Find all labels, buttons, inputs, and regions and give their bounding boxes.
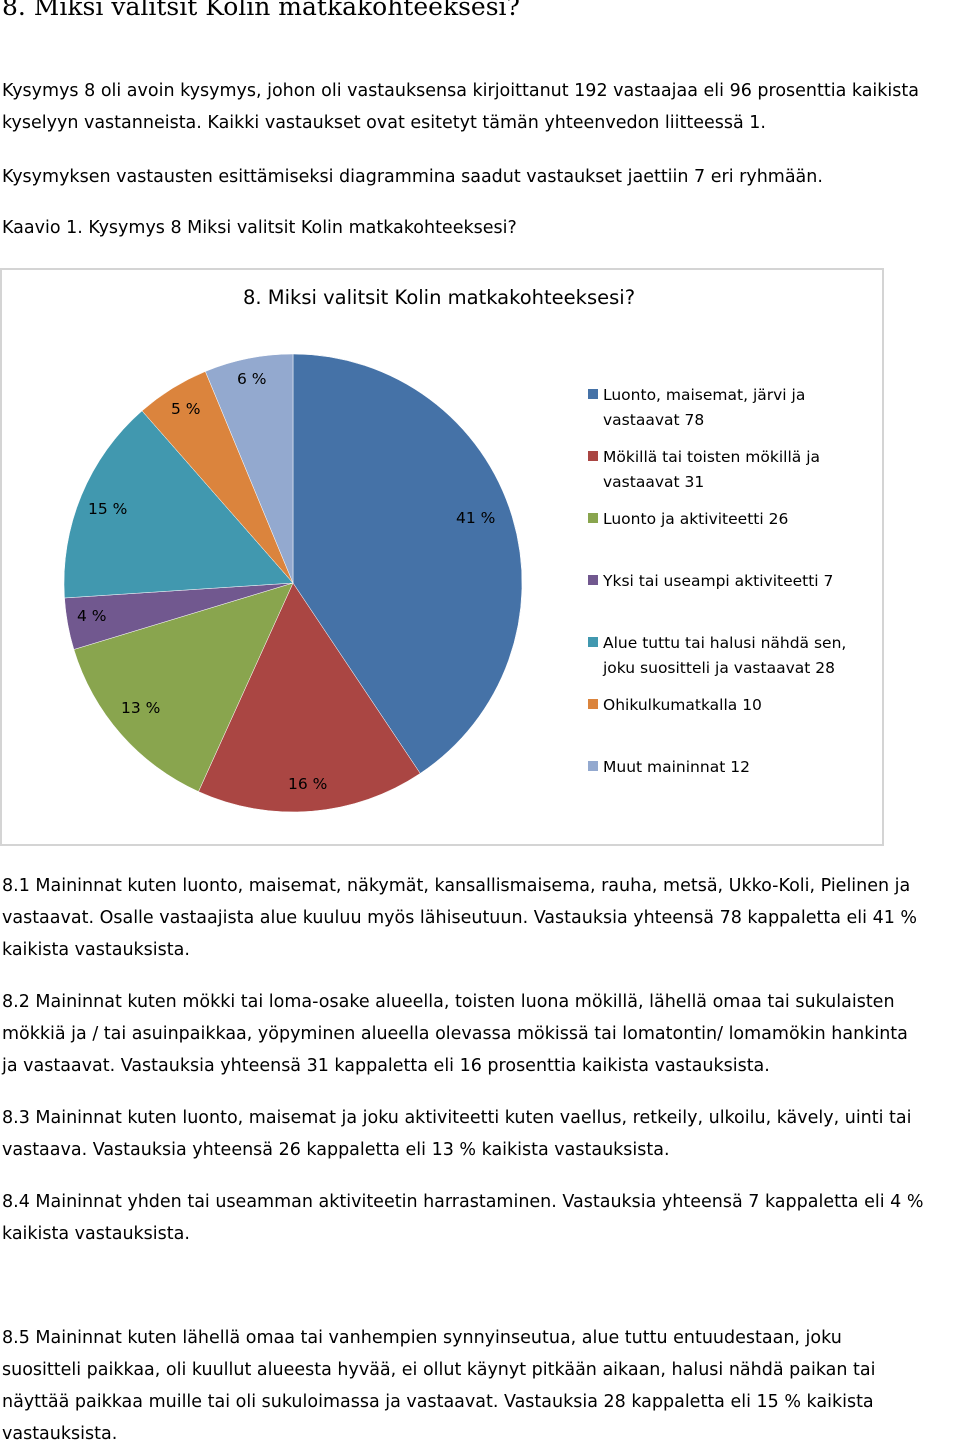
pie-slice-2 xyxy=(198,582,421,813)
intro-line-2: kyselyyn vastanneista. Kaikki vastaukset… xyxy=(2,113,766,133)
slice-percent-label-2: 16 % xyxy=(288,775,328,793)
slice-percent-label-1: 41 % xyxy=(456,509,496,527)
section-8-4-line-1: 8.4 Maininnat yhden tai useamman aktivit… xyxy=(2,1192,924,1212)
section-8-5-line-1: 8.5 Maininnat kuten lähellä omaa tai van… xyxy=(2,1328,842,1348)
legend-label-5-line-2: joku suositteli ja vastaavat 28 xyxy=(603,659,835,677)
slice-percent-label-3: 13 % xyxy=(121,699,161,717)
section-8-1-line-1: 8.1 Maininnat kuten luonto, maisemat, nä… xyxy=(2,876,911,896)
section-8-1-line-2: vastaavat. Osalle vastaajista alue kuulu… xyxy=(2,908,918,928)
pie-slice-5 xyxy=(63,410,294,599)
legend-label-3: Luonto ja aktiviteetti 26 xyxy=(603,510,789,528)
pie-slice-7 xyxy=(205,353,294,584)
legend-label-6: Ohikulkumatkalla 10 xyxy=(603,696,762,714)
legend-swatch-4 xyxy=(588,575,598,585)
section-8-2-line-2: mökkiä ja / tai asuinpaikkaa, yöpyminen … xyxy=(2,1024,908,1044)
chart-title: 8. Miksi valitsit Kolin matkakohteeksesi… xyxy=(243,286,636,309)
section-8-5-line-3: näyttää paikkaa muille tai oli sukuloima… xyxy=(2,1392,874,1412)
legend-label-5-line-1: Alue tuttu tai halusi nähdä sen, xyxy=(603,634,847,652)
slice-percent-label-6: 5 % xyxy=(171,400,201,418)
legend-swatch-6 xyxy=(588,699,598,709)
figure-caption: Kaavio 1. Kysymys 8 Miksi valitsit Kolin… xyxy=(2,218,517,238)
legend-label-2-line-1: Mökillä tai toisten mökillä ja xyxy=(603,448,820,466)
legend-swatch-5 xyxy=(588,637,598,647)
slice-percent-label-7: 6 % xyxy=(237,370,267,388)
section-8-2-line-1: 8.2 Maininnat kuten mökki tai loma-osake… xyxy=(2,992,895,1012)
legend-swatch-7 xyxy=(588,761,598,771)
section-8-5-line-2: suositteli paikkaa, oli kuullut alueesta… xyxy=(2,1360,876,1380)
section-8-5-line-4: vastauksista. xyxy=(2,1424,118,1444)
legend-label-4: Yksi tai useampi aktiviteetti 7 xyxy=(603,572,834,590)
intro-line-3: Kysymyksen vastausten esittämiseksi diag… xyxy=(2,167,823,187)
intro-line-1: Kysymys 8 oli avoin kysymys, johon oli v… xyxy=(2,81,919,101)
section-8-4-line-2: kaikista vastauksista. xyxy=(2,1224,190,1244)
slice-percent-label-4: 4 % xyxy=(77,607,107,625)
legend-swatch-3 xyxy=(588,513,598,523)
legend-swatch-2 xyxy=(588,451,598,461)
slice-percent-label-5: 15 % xyxy=(88,500,128,518)
legend-label-7: Muut maininnat 12 xyxy=(603,758,750,776)
section-8-3-line-1: 8.3 Maininnat kuten luonto, maisemat ja … xyxy=(2,1108,912,1128)
legend-label-1-line-1: Luonto, maisemat, järvi ja xyxy=(603,386,806,404)
legend-label-1-line-2: vastaavat 78 xyxy=(603,411,705,429)
page-heading: 8. Miksi valitsit Kolin matkakohteeksesi… xyxy=(2,0,520,21)
pie-chart xyxy=(63,353,523,813)
legend-label-2-line-2: vastaavat 31 xyxy=(603,473,705,491)
section-8-3-line-2: vastaava. Vastauksia yhteensä 26 kappale… xyxy=(2,1140,670,1160)
legend-swatch-1 xyxy=(588,389,598,399)
section-8-1-line-3: kaikista vastauksista. xyxy=(2,940,190,960)
section-8-2-line-3: ja vastaavat. Vastauksia yhteensä 31 kap… xyxy=(2,1056,770,1076)
pie-slice-3 xyxy=(73,582,294,792)
